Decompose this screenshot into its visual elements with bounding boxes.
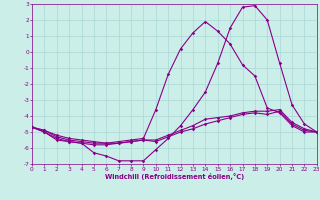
X-axis label: Windchill (Refroidissement éolien,°C): Windchill (Refroidissement éolien,°C) <box>105 173 244 180</box>
